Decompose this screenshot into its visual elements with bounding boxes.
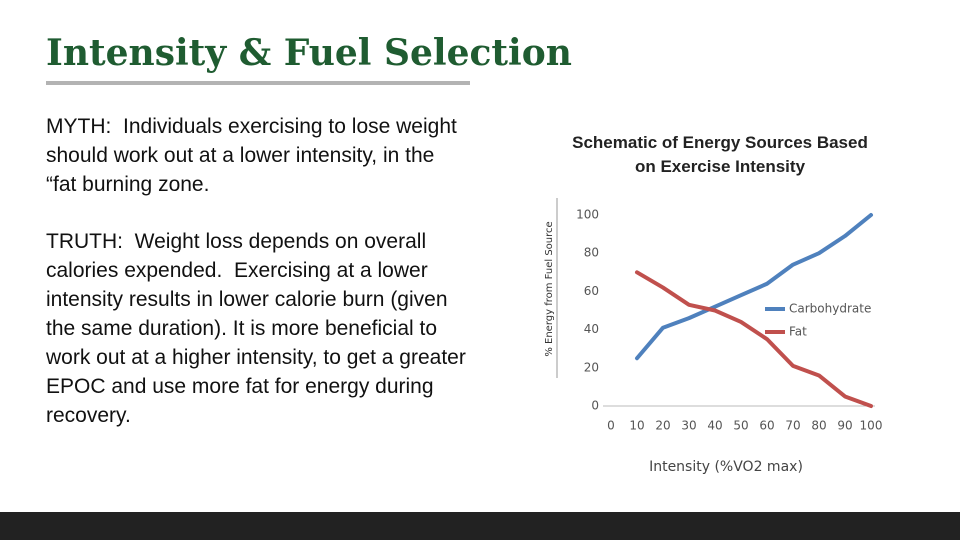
x-axis-label: Intensity (%VO2 max) xyxy=(649,459,803,475)
x-tick-label: 0 xyxy=(607,419,615,433)
x-tick-label: 10 xyxy=(629,419,644,433)
y-tick-label: 60 xyxy=(584,284,599,298)
y-tick-label: 80 xyxy=(584,246,599,260)
x-tick-label: 30 xyxy=(681,419,696,433)
x-tick-label: 80 xyxy=(811,419,826,433)
truth-text: TRUTH: Weight loss depends on overall ca… xyxy=(46,230,472,427)
x-tick-label: 40 xyxy=(707,419,722,433)
slide-title: Intensity & Fuel Selection xyxy=(46,32,572,74)
x-tick-label: 20 xyxy=(655,419,670,433)
title-rule xyxy=(46,81,470,85)
y-tick-label: 100 xyxy=(576,208,599,222)
y-axis-label: % Energy from Fuel Source xyxy=(544,221,555,356)
x-tick-label: 90 xyxy=(837,419,852,433)
y-tick-label: 0 xyxy=(591,399,599,413)
y-tick-label: 40 xyxy=(584,322,599,336)
series-line xyxy=(635,213,873,361)
series-line xyxy=(635,270,873,408)
footer-bar xyxy=(0,512,960,540)
legend-label: Carbohydrate xyxy=(789,302,871,316)
myth-text: MYTH: Individuals exercising to lose wei… xyxy=(46,115,463,196)
chart-title: Schematic of Energy Sources Based on Exe… xyxy=(572,133,868,176)
x-tick-label: 100 xyxy=(860,419,883,433)
legend-label: Fat xyxy=(789,325,807,339)
x-tick-label: 70 xyxy=(785,419,800,433)
chart: 0 20 40 60 80 100 0 10 20 30 40 50 60 70 80 90 100 Intens… xyxy=(544,198,883,475)
y-tick-label: 20 xyxy=(584,360,599,374)
x-tick-label: 50 xyxy=(733,419,748,433)
x-tick-label: 60 xyxy=(759,419,774,433)
